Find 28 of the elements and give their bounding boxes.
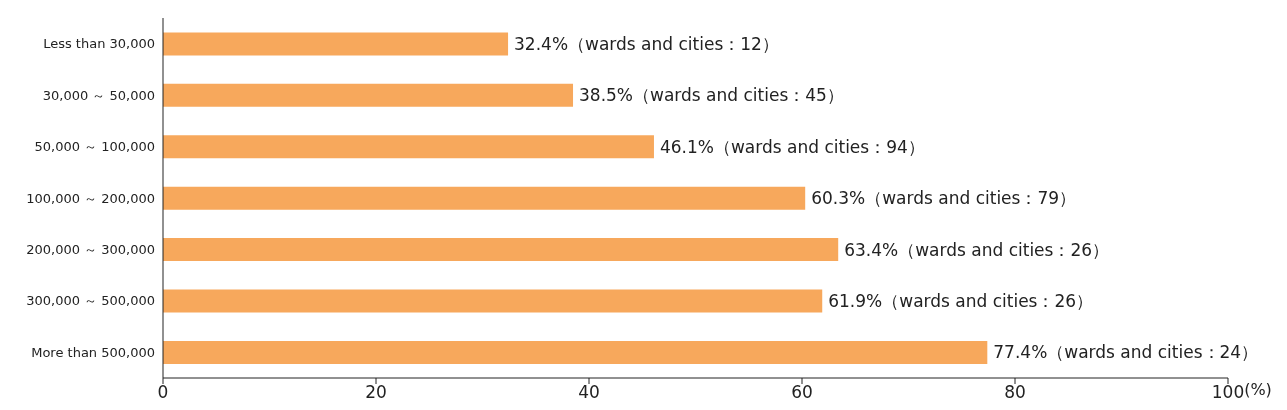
x-tick-label: 0 xyxy=(157,382,169,403)
y-tick-label: 300,000 ～ 500,000 xyxy=(26,293,155,309)
y-tick-label: More than 500,000 xyxy=(31,344,155,360)
x-tick-label: 40 xyxy=(578,382,600,403)
data-label: 32.4%（wards and cities：12） xyxy=(514,33,779,54)
data-label: 63.4%（wards and cities：26） xyxy=(844,239,1110,260)
y-tick-label: 200,000 ～ 300,000 xyxy=(26,242,155,258)
data-label: 77.4%（wards and cities：24） xyxy=(993,342,1259,363)
y-tick-label: 30,000 ～ 50,000 xyxy=(42,87,155,103)
data-label: 60.3%（wards and cities：79） xyxy=(811,188,1077,209)
bar xyxy=(163,289,823,313)
x-axis-title: (%) xyxy=(1244,380,1272,399)
bar xyxy=(163,32,509,56)
y-tick-label: 50,000 ～ 100,000 xyxy=(34,139,155,155)
y-tick-label: 100,000 ～ 200,000 xyxy=(26,190,155,206)
bar xyxy=(163,340,988,364)
bar xyxy=(163,238,839,262)
y-tick-label: Less than 30,000 xyxy=(43,36,155,52)
bar xyxy=(163,135,654,159)
bar xyxy=(163,83,574,107)
x-tick-label: 20 xyxy=(365,382,387,403)
x-tick-label: 80 xyxy=(1004,382,1026,403)
data-label: 38.5%（wards and cities：45） xyxy=(579,85,844,106)
data-label: 61.9%（wards and cities：26） xyxy=(828,291,1094,312)
bar xyxy=(163,186,806,210)
data-label: 46.1%（wards and cities：94） xyxy=(659,136,925,157)
x-tick-label: 100 xyxy=(1211,382,1245,403)
x-tick-label: 60 xyxy=(791,382,813,403)
